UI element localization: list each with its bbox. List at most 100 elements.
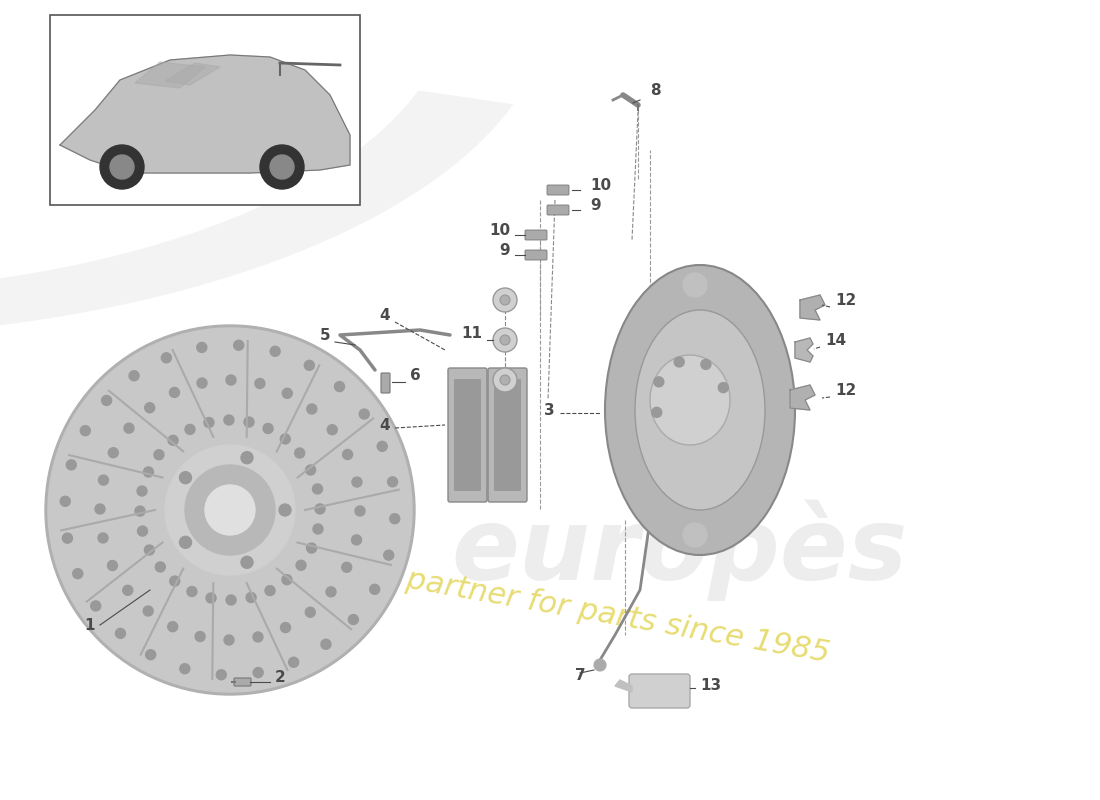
- Circle shape: [227, 595, 236, 605]
- Circle shape: [138, 486, 147, 496]
- Circle shape: [500, 335, 510, 345]
- Circle shape: [314, 524, 323, 534]
- Circle shape: [48, 328, 412, 692]
- Circle shape: [377, 442, 387, 451]
- Circle shape: [154, 450, 164, 460]
- Circle shape: [197, 342, 207, 353]
- Circle shape: [653, 377, 663, 387]
- Circle shape: [271, 346, 281, 356]
- Text: 9: 9: [499, 243, 510, 258]
- Ellipse shape: [650, 355, 730, 445]
- Polygon shape: [60, 55, 350, 173]
- Text: 14: 14: [825, 333, 846, 348]
- Text: 10: 10: [488, 223, 510, 238]
- Text: your partner for parts since 1985: your partner for parts since 1985: [328, 552, 833, 668]
- Circle shape: [683, 523, 707, 547]
- Circle shape: [241, 556, 253, 568]
- Circle shape: [389, 514, 399, 524]
- Circle shape: [95, 504, 104, 514]
- Circle shape: [263, 423, 273, 434]
- Circle shape: [168, 435, 178, 446]
- Circle shape: [145, 650, 156, 660]
- Text: europès: europès: [452, 499, 909, 601]
- Circle shape: [108, 561, 118, 570]
- Circle shape: [493, 288, 517, 312]
- Circle shape: [265, 586, 275, 596]
- Text: 12: 12: [835, 293, 856, 308]
- Circle shape: [110, 155, 134, 179]
- Circle shape: [683, 273, 707, 297]
- Circle shape: [315, 504, 324, 514]
- Circle shape: [244, 417, 254, 427]
- Polygon shape: [135, 62, 205, 88]
- Circle shape: [179, 664, 190, 674]
- Ellipse shape: [635, 310, 764, 510]
- Circle shape: [352, 477, 362, 487]
- Text: 7: 7: [574, 668, 585, 683]
- Circle shape: [334, 382, 344, 392]
- Circle shape: [129, 370, 139, 381]
- FancyBboxPatch shape: [494, 379, 521, 491]
- Circle shape: [342, 450, 353, 459]
- Circle shape: [108, 448, 119, 458]
- Circle shape: [280, 434, 290, 444]
- Circle shape: [306, 465, 316, 475]
- FancyBboxPatch shape: [454, 379, 481, 491]
- Circle shape: [217, 670, 227, 680]
- Circle shape: [123, 586, 133, 595]
- Circle shape: [352, 535, 362, 545]
- Text: 8: 8: [650, 83, 661, 98]
- FancyBboxPatch shape: [547, 185, 569, 195]
- Circle shape: [185, 465, 275, 555]
- Circle shape: [155, 562, 165, 572]
- Circle shape: [91, 601, 101, 611]
- Circle shape: [370, 584, 379, 594]
- Text: 3: 3: [544, 403, 556, 418]
- Circle shape: [305, 360, 315, 370]
- Circle shape: [116, 628, 125, 638]
- Circle shape: [63, 533, 73, 543]
- Circle shape: [124, 423, 134, 433]
- Ellipse shape: [605, 265, 795, 555]
- Text: 1: 1: [85, 618, 96, 633]
- Circle shape: [162, 353, 172, 362]
- Circle shape: [224, 635, 234, 645]
- Circle shape: [295, 448, 305, 458]
- Circle shape: [255, 378, 265, 389]
- FancyBboxPatch shape: [488, 368, 527, 502]
- Polygon shape: [795, 338, 813, 362]
- Circle shape: [179, 536, 191, 548]
- Circle shape: [349, 614, 359, 625]
- Circle shape: [355, 506, 365, 516]
- FancyBboxPatch shape: [50, 15, 360, 205]
- FancyBboxPatch shape: [381, 373, 390, 393]
- PathPatch shape: [0, 90, 514, 338]
- Circle shape: [327, 425, 338, 434]
- Circle shape: [296, 560, 306, 570]
- Circle shape: [288, 658, 298, 667]
- Circle shape: [66, 460, 76, 470]
- Text: 5: 5: [319, 328, 330, 343]
- Circle shape: [321, 639, 331, 650]
- FancyBboxPatch shape: [525, 250, 547, 260]
- Circle shape: [135, 506, 145, 516]
- Circle shape: [224, 415, 234, 425]
- Circle shape: [169, 387, 179, 398]
- FancyBboxPatch shape: [629, 674, 690, 708]
- Circle shape: [45, 325, 415, 695]
- Circle shape: [99, 475, 109, 485]
- FancyBboxPatch shape: [234, 678, 251, 686]
- Circle shape: [101, 395, 111, 406]
- Text: 10: 10: [590, 178, 612, 193]
- Circle shape: [185, 424, 195, 434]
- Circle shape: [167, 622, 178, 632]
- Circle shape: [594, 659, 606, 671]
- Circle shape: [197, 378, 207, 388]
- Circle shape: [80, 426, 90, 436]
- Circle shape: [179, 472, 191, 484]
- Circle shape: [169, 576, 179, 586]
- Text: 6: 6: [410, 368, 420, 383]
- Circle shape: [283, 388, 293, 398]
- Circle shape: [500, 295, 510, 305]
- Polygon shape: [165, 63, 220, 85]
